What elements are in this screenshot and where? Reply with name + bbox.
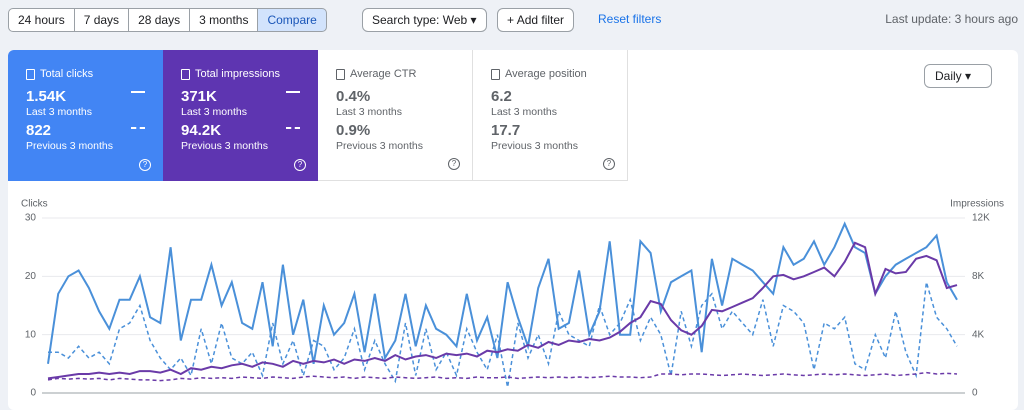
metric-current: 371K [181, 88, 217, 105]
y-tick-label: 20 [25, 271, 37, 282]
metric-period: Last 3 months [26, 106, 92, 118]
metric-previous: 0.9% [336, 122, 371, 139]
help-icon: ? [603, 158, 615, 170]
dashed-line [47, 371, 958, 382]
metric-label: Total impressions [195, 68, 280, 80]
chart: Clicks Impressions 0 10 20 30 0 4K 8K 12K [21, 199, 1004, 399]
metric-period: Previous 3 months [181, 140, 268, 152]
search-type-label: Search type: Web [372, 13, 468, 27]
checkbox[interactable] [26, 68, 35, 80]
search-type-button[interactable]: Search type: Web ▾ [362, 8, 487, 32]
interval-dropdown[interactable]: Daily ▾ [924, 64, 992, 88]
date-range-group: 24 hours 7 days 28 days 3 months Compare [8, 8, 327, 32]
y-tick-label: 30 [25, 213, 37, 224]
y-axis-label: Clicks [21, 199, 48, 210]
checkbox[interactable] [181, 68, 190, 80]
interval-label: Daily [935, 69, 962, 83]
metric-previous: 94.2K [181, 122, 222, 139]
metric-label: Average CTR [350, 68, 417, 80]
solid-line [47, 221, 958, 364]
y2-tick-label: 0 [972, 388, 978, 399]
help-icon: ? [139, 159, 151, 171]
dashed-indicator [286, 127, 300, 129]
checkbox[interactable] [491, 68, 500, 80]
metric-period: Previous 3 months [491, 140, 578, 152]
y2-tick-label: 12K [972, 213, 990, 224]
range-button[interactable]: 24 hours [8, 8, 75, 32]
metric-current: 6.2 [491, 88, 512, 105]
metric-period: Previous 3 months [336, 140, 423, 152]
metric-card[interactable]: Total clicks 1.54K Last 3 months 822 Previou… [8, 50, 163, 181]
dashed-indicator [131, 127, 145, 129]
y-tick-label: 0 [30, 388, 36, 399]
range-button[interactable]: 3 months [189, 8, 259, 32]
solid-line [47, 241, 958, 380]
metric-period: Last 3 months [336, 106, 402, 118]
metric-current: 0.4% [336, 88, 371, 105]
reset-filters[interactable]: Reset filters [598, 12, 662, 26]
performance-panel: Daily ▾ Clicks Impressions 0 10 20 30 0 4K 8K 12K… [8, 50, 1018, 410]
y-tick-label: 10 [25, 329, 37, 340]
metric-previous: 17.7 [491, 122, 521, 139]
metric-label: Total clicks [40, 68, 94, 80]
add-filter-label: Add filter [516, 13, 565, 27]
metric-period: Previous 3 months [26, 140, 113, 152]
solid-indicator [131, 91, 145, 93]
metric-period: Last 3 months [181, 106, 247, 118]
help-icon: ? [448, 158, 460, 170]
help-icon: ? [294, 159, 306, 171]
metric-period: Last 3 months [491, 106, 557, 118]
metric-header: Total clicks [26, 68, 145, 80]
dashed-line [48, 281, 958, 388]
metric-card[interactable]: Average position 6.2 Last 3 months 17.7 Prev… [473, 50, 628, 181]
metric-card[interactable]: Average CTR 0.4% Last 3 months 0.9% Previous… [318, 50, 473, 181]
last-update: Last update: 3 hours ago [885, 12, 1018, 26]
metric-previous: 822 [26, 122, 52, 139]
metric-current: 1.54K [26, 88, 67, 105]
range-button[interactable]: Compare [257, 8, 327, 32]
metric-header: Average CTR [336, 68, 454, 80]
range-button[interactable]: 7 days [73, 8, 130, 32]
add-filter-button[interactable]: + Add filter [497, 8, 575, 32]
y2-tick-label: 4K [972, 329, 985, 340]
metric-label: Average position [505, 68, 587, 80]
metric-header: Average position [491, 68, 609, 80]
y2-axis-label: Impressions [950, 199, 1004, 210]
metric-header: Total impressions [181, 68, 300, 80]
checkbox[interactable] [336, 68, 345, 80]
range-button[interactable]: 28 days [128, 8, 191, 32]
y2-tick-label: 8K [972, 271, 985, 282]
metric-card[interactable]: Total impressions 371K Last 3 months 94.2K P… [163, 50, 318, 181]
solid-indicator [286, 91, 300, 93]
